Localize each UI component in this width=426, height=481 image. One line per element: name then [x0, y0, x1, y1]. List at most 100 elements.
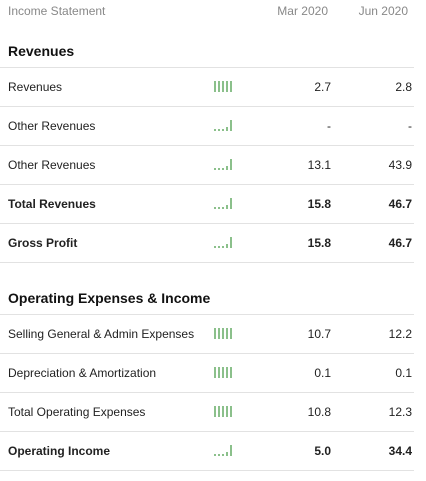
- row-label: Depreciation & Amortization: [8, 366, 157, 380]
- value-jun-2020: 12.3: [388, 405, 412, 419]
- sparkline-icon[interactable]: [214, 405, 234, 417]
- row-divider: [0, 106, 414, 107]
- row-label: Operating Income: [8, 444, 111, 458]
- row-label: Other Revenues: [8, 158, 96, 172]
- row-divider: [0, 431, 414, 432]
- row-label: Revenues: [8, 80, 63, 94]
- table-header: Income Statement Mar 2020 Jun 2020: [0, 0, 426, 22]
- sparkline-bar: [230, 445, 232, 456]
- sparkline-bar: [214, 207, 216, 209]
- sparkline-bar: [230, 159, 232, 170]
- sparkline-bar: [214, 367, 216, 378]
- table-row[interactable]: Other Revenues - -: [0, 107, 426, 146]
- sparkline-bar: [222, 406, 224, 417]
- sparkline-bar: [222, 367, 224, 378]
- sparkline-bar: [222, 328, 224, 339]
- sparkline-bar: [226, 166, 228, 170]
- row-divider: [0, 470, 414, 471]
- sparkline-bar: [218, 168, 220, 170]
- sparkline-bar: [226, 328, 228, 339]
- table-row[interactable]: Selling General & Admin Expenses 10.7 12.2: [0, 315, 426, 354]
- value-jun-2020: 34.4: [388, 444, 412, 458]
- sparkline-bar: [230, 237, 232, 248]
- sparkline-bar: [222, 81, 224, 92]
- sparkline-bar: [222, 129, 224, 131]
- value-jun-2020: 12.2: [388, 327, 412, 341]
- table-row[interactable]: Operating Income 5.0 34.4: [0, 432, 426, 471]
- sparkline-bar: [226, 452, 228, 456]
- sparkline-icon[interactable]: [214, 366, 234, 378]
- sparkline-bar: [214, 454, 216, 456]
- row-divider: [0, 392, 414, 393]
- sparkline-bar: [218, 367, 220, 378]
- value-mar-2020: -: [327, 119, 331, 133]
- sparkline-bar: [214, 328, 216, 339]
- sparkline-bar: [226, 81, 228, 92]
- row-divider: [0, 145, 414, 146]
- sparkline-bar: [214, 129, 216, 131]
- sparkline-bar: [218, 246, 220, 248]
- sparkline-bar: [230, 81, 232, 92]
- sparkline-bar: [214, 81, 216, 92]
- section-title: Revenues: [8, 43, 75, 59]
- row-label: Selling General & Admin Expenses: [8, 327, 195, 341]
- row-label: Other Revenues: [8, 119, 96, 133]
- value-mar-2020: 10.7: [307, 327, 331, 341]
- row-label: Gross Profit: [8, 236, 78, 250]
- value-mar-2020: 13.1: [307, 158, 331, 172]
- sparkline-bar: [214, 406, 216, 417]
- table-row[interactable]: Depreciation & Amortization 0.1 0.1: [0, 354, 426, 393]
- sparkline-icon[interactable]: [214, 236, 234, 248]
- sparkline-bar: [226, 244, 228, 248]
- sparkline-bar: [226, 367, 228, 378]
- sparkline-bar: [230, 328, 232, 339]
- row-divider: [0, 353, 414, 354]
- income-statement-title: Income Statement: [8, 4, 106, 18]
- value-jun-2020: 43.9: [388, 158, 412, 172]
- value-mar-2020: 15.8: [307, 236, 331, 250]
- period-header-jun-2020[interactable]: Jun 2020: [358, 4, 408, 18]
- table-row[interactable]: Gross Profit 15.8 46.7: [0, 224, 426, 263]
- value-mar-2020: 2.7: [314, 80, 331, 94]
- row-divider: [0, 314, 414, 315]
- value-mar-2020: 5.0: [314, 444, 331, 458]
- sparkline-bar: [222, 207, 224, 209]
- value-jun-2020: 2.8: [395, 80, 412, 94]
- sparkline-bar: [226, 406, 228, 417]
- sparkline-icon[interactable]: [214, 444, 234, 456]
- table-row[interactable]: Total Revenues 15.8 46.7: [0, 185, 426, 224]
- sparkline-bar: [214, 246, 216, 248]
- row-divider: [0, 223, 414, 224]
- sparkline-bar: [218, 129, 220, 131]
- table-row[interactable]: Other Revenues 13.1 43.9: [0, 146, 426, 185]
- sparkline-bar: [222, 454, 224, 456]
- sparkline-bar: [222, 168, 224, 170]
- sparkline-bar: [218, 406, 220, 417]
- sparkline-bar: [214, 168, 216, 170]
- sparkline-icon[interactable]: [214, 119, 234, 131]
- period-header-mar-2020[interactable]: Mar 2020: [277, 4, 328, 18]
- value-jun-2020: -: [408, 119, 412, 133]
- value-mar-2020: 15.8: [307, 197, 331, 211]
- sparkline-icon[interactable]: [214, 158, 234, 170]
- sparkline-bar: [226, 205, 228, 209]
- row-label: Total Revenues: [8, 197, 96, 211]
- row-divider: [0, 67, 414, 68]
- value-jun-2020: 46.7: [388, 197, 412, 211]
- value-mar-2020: 0.1: [314, 366, 331, 380]
- sparkline-icon[interactable]: [214, 80, 234, 92]
- sparkline-icon[interactable]: [214, 197, 234, 209]
- row-divider: [0, 184, 414, 185]
- sparkline-bar: [218, 454, 220, 456]
- sparkline-bar: [222, 246, 224, 248]
- table-row[interactable]: Revenues 2.7 2.8: [0, 68, 426, 107]
- sparkline-bar: [230, 367, 232, 378]
- row-label: Total Operating Expenses: [8, 405, 146, 419]
- value-jun-2020: 0.1: [395, 366, 412, 380]
- sparkline-bar: [218, 207, 220, 209]
- sparkline-bar: [230, 198, 232, 209]
- sparkline-icon[interactable]: [214, 327, 234, 339]
- table-row[interactable]: Total Operating Expenses 10.8 12.3: [0, 393, 426, 432]
- section-title: Operating Expenses & Income: [8, 290, 211, 306]
- sparkline-bar: [230, 120, 232, 131]
